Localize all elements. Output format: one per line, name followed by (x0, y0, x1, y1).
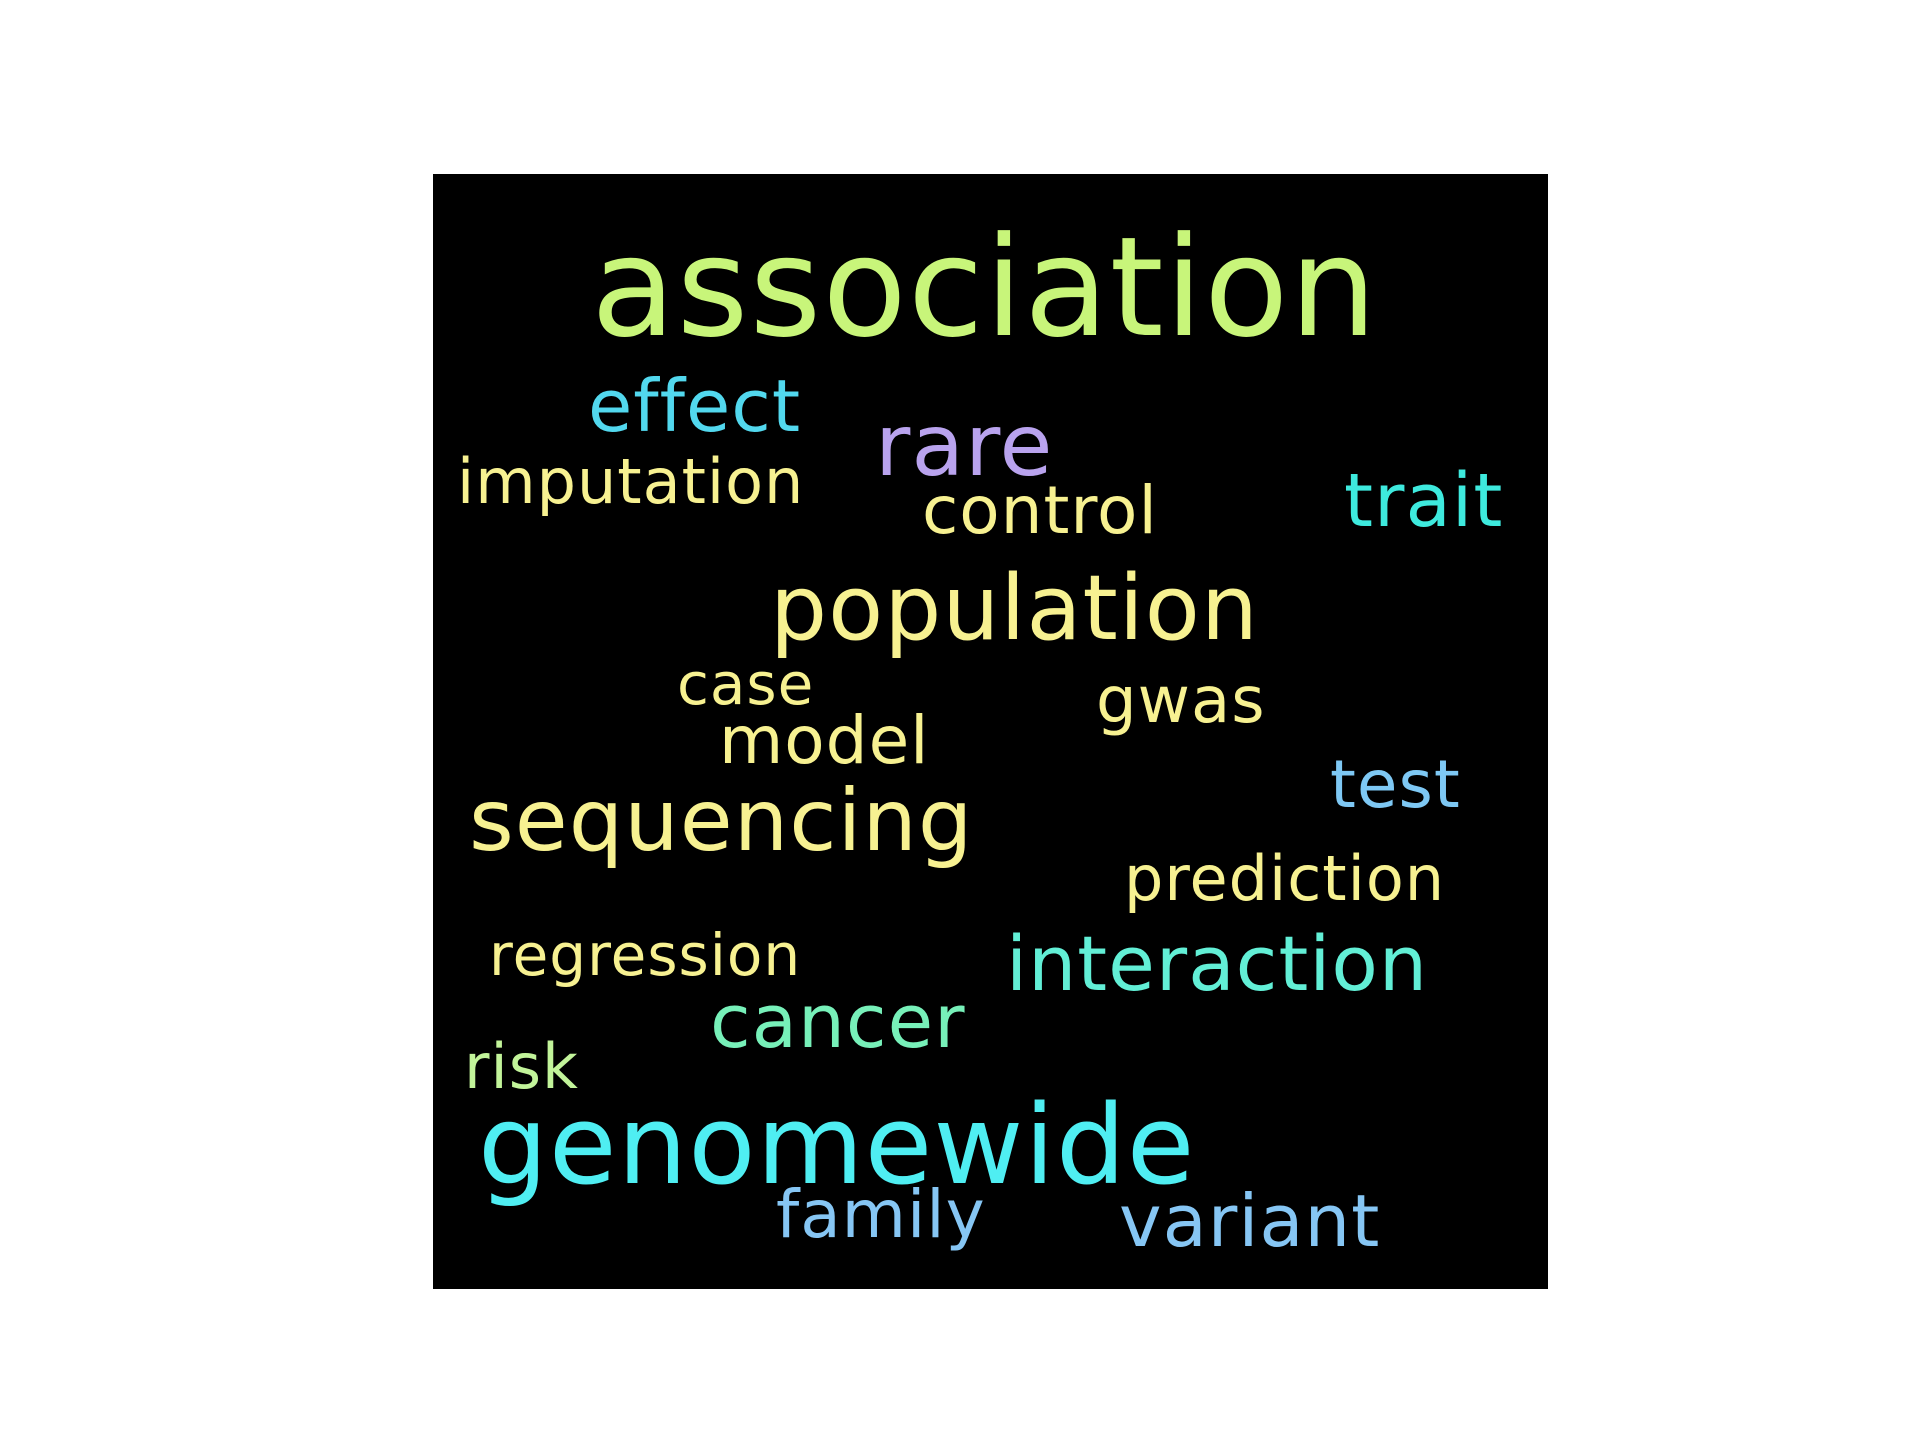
word-imputation: imputation (457, 445, 805, 518)
word-cloud-panel: association effect rare imputation contr… (433, 174, 1548, 1289)
word-family: family (776, 1176, 986, 1253)
word-control: control (922, 472, 1158, 549)
word-cancer: cancer (710, 979, 966, 1065)
word-sequencing: sequencing (469, 771, 974, 871)
word-risk: risk (464, 1030, 579, 1103)
word-regression: regression (489, 921, 802, 989)
word-genomewide: genomewide (478, 1081, 1196, 1209)
word-interaction: interaction (1006, 919, 1429, 1008)
word-case: case (677, 650, 815, 718)
word-model: model (719, 702, 930, 779)
word-test: test (1330, 746, 1461, 823)
word-rare: rare (875, 396, 1054, 496)
word-gwas: gwas (1096, 664, 1266, 738)
word-trait: trait (1344, 458, 1504, 544)
word-effect: effect (588, 364, 802, 448)
word-population: population (770, 556, 1259, 661)
word-association: association (591, 207, 1378, 368)
word-variant: variant (1119, 1179, 1381, 1263)
word-prediction: prediction (1124, 842, 1446, 915)
